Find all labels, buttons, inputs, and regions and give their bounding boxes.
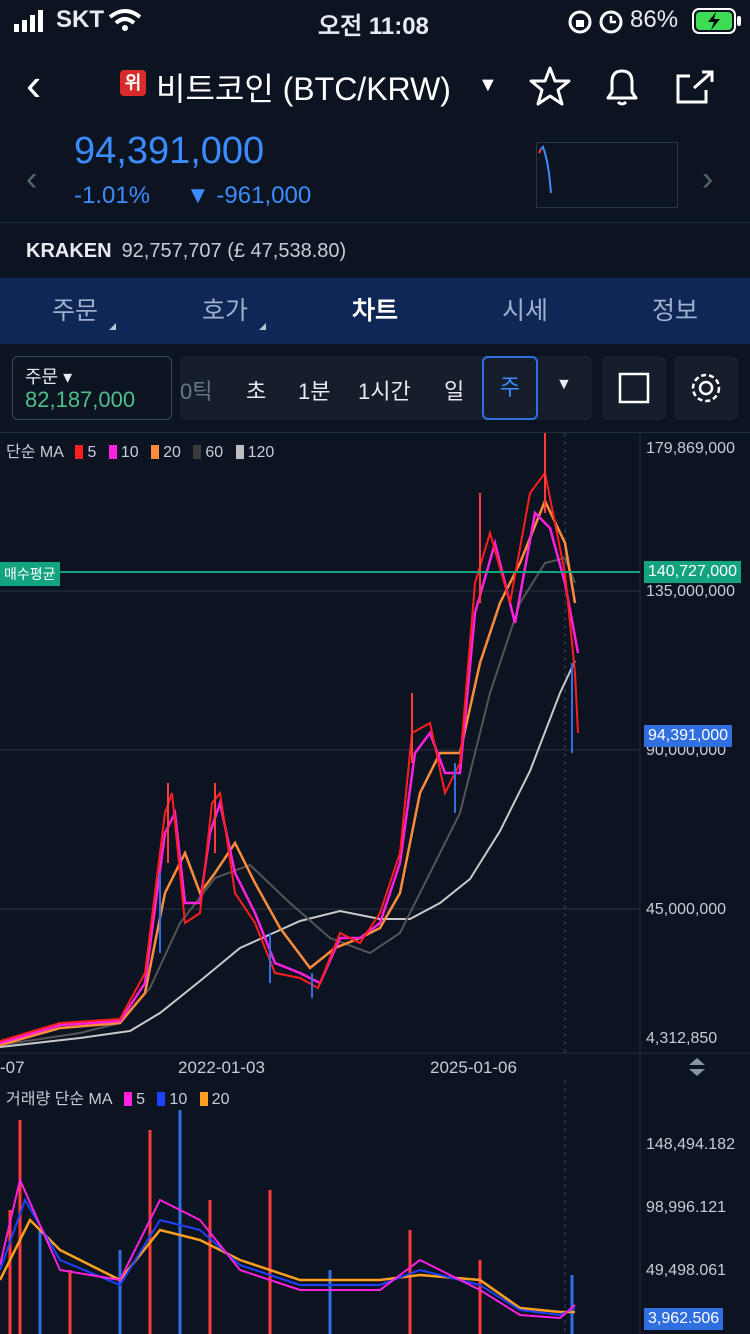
tab-bar: 주문 호가 차트 시세 정보 — [0, 278, 750, 344]
ma120-line — [0, 660, 576, 1048]
battery-percent: 86% — [630, 6, 679, 33]
volume-ma-legend[interactable]: 거래량 단순 MA 5 10 20 — [6, 1085, 229, 1109]
volume-legend-title: 거래량 단순 MA — [6, 1091, 112, 1108]
vol-ma20-line — [0, 1217, 575, 1314]
clock: 오전 11:08 — [318, 13, 429, 40]
ma10-label: 10 — [120, 444, 139, 461]
ma5-label: 5 — [87, 444, 97, 461]
order-price-selector[interactable]: 주문 ▾ 82,187,000 — [12, 356, 172, 420]
price-chart[interactable] — [0, 433, 750, 1083]
carrier: SKT — [56, 6, 104, 33]
ma120-swatch — [235, 445, 244, 459]
y-label-45m: 45,000,000 — [646, 901, 727, 918]
mini-chart[interactable] — [536, 142, 678, 208]
x-label-0: -07 — [0, 1058, 25, 1077]
current-price: 94,391,000 — [74, 130, 265, 172]
timeframe-tick[interactable]: 0틱 — [180, 379, 213, 404]
ma5-line — [0, 470, 579, 1042]
current-price-tag: 94,391,000 — [644, 725, 733, 747]
timeframe-second[interactable]: 초 — [246, 379, 267, 404]
vol-y-label-0: 148,494.182 — [646, 1136, 735, 1153]
volume-chart[interactable] — [0, 1080, 750, 1334]
alarm-icon — [599, 10, 623, 34]
vol-y-label-1: 98,996.121 — [646, 1199, 727, 1216]
timeframe-1min[interactable]: 1분 — [298, 379, 331, 404]
ma20-swatch — [151, 445, 160, 459]
avg-price-tag: 140,727,000 — [644, 561, 741, 583]
next-chevron-icon[interactable]: › — [702, 160, 714, 198]
ma60-swatch — [193, 445, 202, 459]
volume-bars — [8, 1110, 574, 1334]
x-label-1: 2022-01-03 — [178, 1058, 265, 1077]
wifi-icon — [108, 9, 142, 31]
timeframe-1hour[interactable]: 1시간 — [358, 379, 411, 404]
timeframe-week[interactable]: 주 — [482, 356, 538, 420]
tab-order[interactable]: 주문 — [0, 278, 150, 344]
kraken-value: 92,757,707 (£ 47,538.80) — [121, 240, 347, 262]
page-title[interactable]: 비트코인 (BTC/KRW) — [156, 71, 451, 107]
ma20-line — [0, 497, 577, 1047]
legend-title: 단순 MA — [6, 444, 64, 461]
divider — [0, 222, 750, 223]
layout-button[interactable] — [602, 356, 666, 420]
square-icon — [618, 372, 650, 404]
header: ‹ 위 비트코인 (BTC/KRW) ▼ — [0, 58, 750, 118]
bell-icon[interactable] — [600, 64, 644, 108]
vol-ma20-swatch — [199, 1092, 208, 1106]
tab-info[interactable]: 정보 — [651, 297, 698, 325]
kraken-label: KRAKEN — [26, 240, 112, 262]
timeframe-bar: 0틱 초 1분 1시간 일 주 ▼ — [180, 356, 592, 420]
change-amount: ▼ -961,000 — [186, 182, 312, 209]
vol-ma5-swatch — [124, 1092, 133, 1106]
y-label-max: 179,869,000 — [646, 440, 735, 457]
volume-current-tag: 3,962.506 — [644, 1308, 724, 1330]
vol-ma10-swatch — [157, 1092, 166, 1106]
timeframe-more-icon[interactable]: ▼ — [556, 376, 572, 393]
candlesticks — [159, 433, 573, 998]
vol-ma10-label: 10 — [169, 1091, 188, 1108]
battery-icon — [692, 8, 741, 34]
kraken-price: KRAKEN 92,757,707 (£ 47,538.80) — [26, 240, 346, 263]
resize-handle-icon[interactable] — [688, 1058, 706, 1076]
tab-market[interactable]: 시세 — [501, 297, 548, 325]
chevron-down-icon[interactable]: ▼ — [478, 74, 498, 96]
vol-ma20-label: 20 — [211, 1091, 230, 1108]
ma60-line — [0, 556, 576, 1046]
ma60-label: 60 — [205, 444, 224, 461]
change-percent: -1.01% — [74, 182, 151, 209]
timeframe-day[interactable]: 일 — [444, 379, 465, 404]
x-label-2: 2025-01-06 — [430, 1058, 517, 1077]
y-label-135m: 135,000,000 — [646, 583, 735, 600]
status-bar: SKT 오전 11:08 86% — [0, 0, 750, 44]
vol-ma10-line — [0, 1197, 576, 1317]
warning-badge: 위 — [120, 70, 146, 96]
y-label-min: 4,312,850 — [646, 1030, 718, 1047]
price-ma-legend[interactable]: 단순 MA 5 10 20 60 120 — [6, 438, 274, 462]
tab-chart[interactable]: 차트 — [351, 297, 398, 325]
vol-ma5-line — [0, 1176, 576, 1320]
back-icon[interactable]: ‹ — [26, 58, 42, 110]
order-value: 82,187,000 — [25, 387, 136, 412]
share-icon[interactable] — [672, 64, 716, 108]
avg-price-label: 매수평균 — [0, 562, 60, 586]
ma120-label: 120 — [247, 444, 275, 461]
rotation-lock-icon — [568, 10, 592, 34]
prev-chevron-icon[interactable]: ‹ — [26, 160, 38, 198]
chart-toolbar: 주문 ▾ 82,187,000 0틱 초 1분 1시간 일 주 ▼ — [0, 344, 750, 432]
star-icon[interactable] — [528, 64, 572, 108]
vol-y-label-2: 49,498.061 — [646, 1262, 727, 1279]
gear-icon — [691, 373, 721, 403]
vol-ma5-label: 5 — [136, 1091, 145, 1108]
divider — [0, 432, 750, 433]
tab-orderbook[interactable]: 호가 — [150, 278, 300, 344]
ma20-label: 20 — [163, 444, 181, 461]
signal-icon — [14, 10, 43, 32]
order-label: 주문 ▾ — [25, 367, 73, 387]
ma5-swatch — [75, 445, 84, 459]
ma10-line — [0, 510, 580, 1045]
settings-button[interactable] — [674, 356, 738, 420]
ma10-swatch — [108, 445, 117, 459]
